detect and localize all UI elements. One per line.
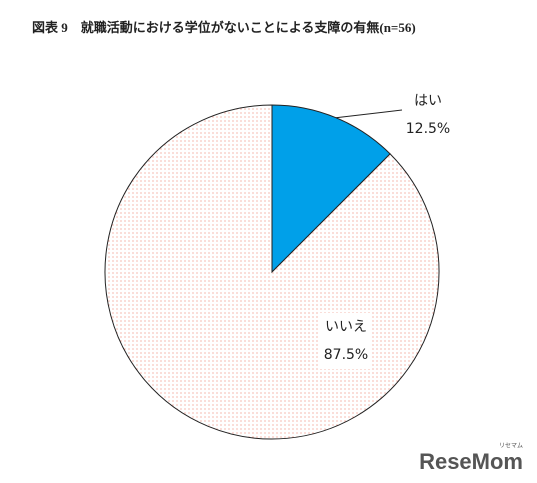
pie-slice xyxy=(104,104,440,440)
watermark: ReseMom xyxy=(419,449,523,474)
pie-slice xyxy=(271,104,391,274)
value-label: 87.5% xyxy=(324,347,368,363)
watermark-sub: リセマム xyxy=(499,443,523,450)
label-bg xyxy=(320,313,372,369)
slice-label: はい xyxy=(414,93,442,109)
slice-label: いいえ xyxy=(325,319,367,335)
chart-title: 図表 9 就職活動における学位がないことによる支障の有無(n=56) xyxy=(32,20,416,35)
leader-line xyxy=(335,109,403,119)
value-label: 12.5% xyxy=(406,121,450,137)
